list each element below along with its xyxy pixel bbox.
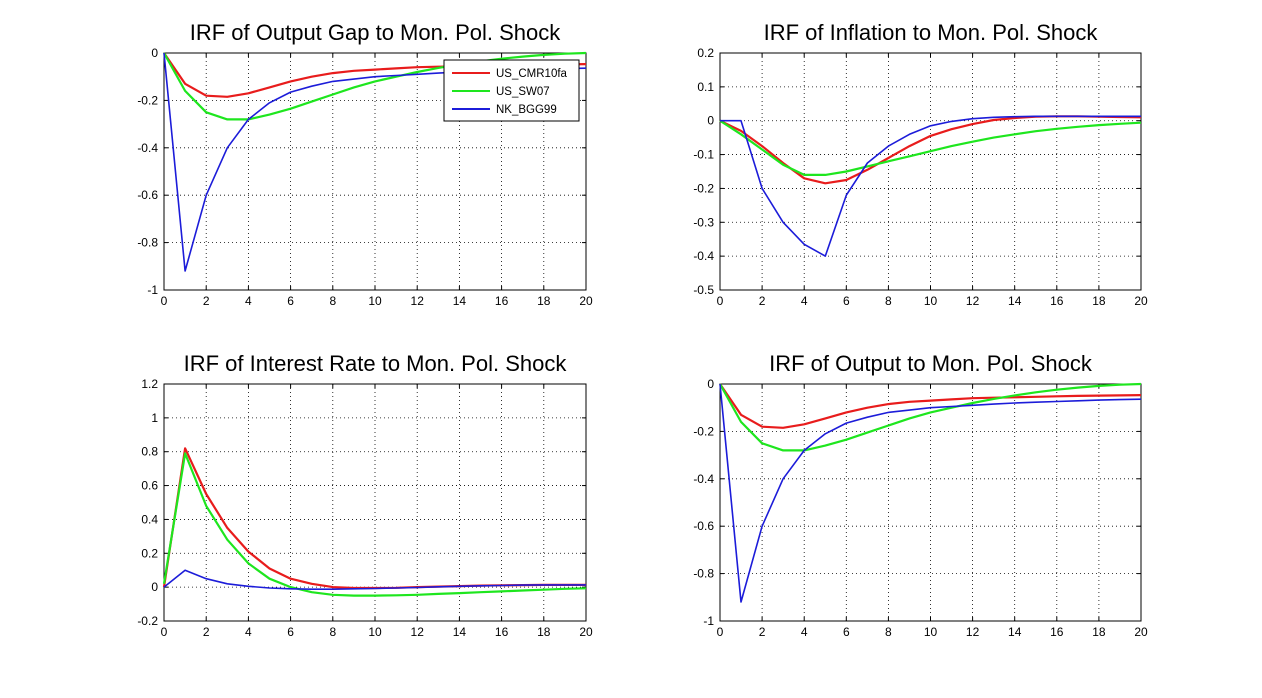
y-tick-label: -0.2 <box>693 181 714 195</box>
chart-title: IRF of Interest Rate to Mon. Pol. Shock <box>184 351 568 376</box>
y-tick-label: -0.2 <box>693 424 714 438</box>
series-line-nk-bgg99 <box>163 569 586 591</box>
x-tick-label: 6 <box>287 625 294 639</box>
y-tick-label: 0.1 <box>697 80 714 94</box>
x-tick-label: 8 <box>885 625 892 639</box>
x-tick-label: 10 <box>924 294 938 308</box>
x-tick-label: 8 <box>329 625 336 639</box>
y-tick-label: -0.4 <box>693 472 714 486</box>
y-tick-label: -0.8 <box>693 567 714 581</box>
y-tick-label: -0.8 <box>137 236 158 250</box>
y-tick-label: 1.2 <box>141 377 158 391</box>
series-line-nk-bgg99 <box>720 115 1141 257</box>
chart-panel-interest-rate: 0 2 4 6 8 10 12 14 16 18 201.210.80.60.40.20-0.2IR… <box>137 351 593 639</box>
x-tick-label: 6 <box>287 294 294 308</box>
legend: US_CMR10fa US_SW07 NK_BGG99 <box>443 59 580 122</box>
x-tick-label: 4 <box>801 625 808 639</box>
x-tick-label: 12 <box>966 294 980 308</box>
x-tick-label: 12 <box>411 625 425 639</box>
x-tick-label: 18 <box>1092 294 1106 308</box>
x-tick-label: 2 <box>203 625 210 639</box>
y-tick-label: -0.2 <box>137 614 158 628</box>
y-tick-label: -0.4 <box>693 249 714 263</box>
y-tick-label: -0.6 <box>693 519 714 533</box>
chart-title: IRF of Output to Mon. Pol. Shock <box>769 351 1093 376</box>
x-tick-label: 14 <box>453 625 467 639</box>
x-tick-label: 18 <box>537 625 551 639</box>
x-tick-label: 14 <box>1008 294 1022 308</box>
y-tick-label: -0.1 <box>693 148 714 162</box>
series-line-us-sw07 <box>163 51 587 121</box>
x-tick-label: 2 <box>759 294 766 308</box>
x-tick-label: 0 <box>161 294 168 308</box>
x-tick-label: 10 <box>924 625 938 639</box>
x-tick-label: 2 <box>203 294 210 308</box>
legend-label-us-sw07: US_SW07 <box>496 86 550 98</box>
x-tick-label: 4 <box>801 294 808 308</box>
legend-label-us-cmr10fa: US_CMR10fa <box>496 68 568 80</box>
y-tick-label: 0.2 <box>697 46 714 60</box>
y-tick-label: 0 <box>151 46 158 60</box>
y-tick-label: 1 <box>151 411 158 425</box>
series-line-nk-bgg99 <box>719 383 1142 603</box>
x-tick-label: 10 <box>368 294 382 308</box>
x-tick-label: 18 <box>1092 625 1106 639</box>
y-tick-label: 0.4 <box>141 512 158 526</box>
y-tick-label: 0.6 <box>141 479 158 493</box>
chart-title: IRF of Output Gap to Mon. Pol. Shock <box>190 20 562 45</box>
x-tick-label: 10 <box>368 625 382 639</box>
chart-title: IRF of Inflation to Mon. Pol. Shock <box>764 20 1099 45</box>
x-tick-label: 20 <box>1134 294 1148 308</box>
y-tick-label: -0.2 <box>137 93 158 107</box>
plot-area <box>719 383 1142 622</box>
y-tick-label: -1 <box>703 614 714 628</box>
x-tick-label: 20 <box>1134 625 1148 639</box>
y-tick-label: 0 <box>707 114 714 128</box>
x-tick-label: 12 <box>966 625 980 639</box>
chart-panel-inflation: 0 2 4 6 8 10 12 14 16 18 20 0.2 0.1 0 -0.1 -0.2 -0.3 -0.4… <box>693 20 1148 308</box>
chart-panel-output: 0 2 4 6 8 10 12 14 16 18 20 0 -0.2 -0.4 -0.6 -0.8 -1 IRF … <box>693 351 1148 639</box>
y-tick-label: -0.3 <box>693 215 714 229</box>
x-tick-label: 6 <box>843 294 850 308</box>
series-line-us-cmr10fa <box>719 383 1142 429</box>
x-tick-label: 8 <box>329 294 336 308</box>
chart-panel-output-gap: 0 2 4 6 8 10 12 14 16 18 20 0 -0.2 -0.4 -0.6 -0.8 -1 IRF … <box>137 20 593 308</box>
y-tick-label: 0.2 <box>141 546 158 560</box>
y-tick-label: -0.6 <box>137 188 158 202</box>
y-tick-label: 0 <box>707 377 714 391</box>
x-tick-label: 14 <box>453 294 467 308</box>
x-tick-label: 20 <box>579 294 593 308</box>
y-tick-label: -0.4 <box>137 141 158 155</box>
x-tick-label: 0 <box>717 625 724 639</box>
legend-label-nk-bgg99: NK_BGG99 <box>496 104 557 116</box>
x-tick-label: 18 <box>537 294 551 308</box>
plot-area <box>719 52 1142 291</box>
x-tick-label: 16 <box>1050 625 1064 639</box>
x-tick-label: 4 <box>245 625 252 639</box>
series-line-us-sw07 <box>719 382 1142 452</box>
x-tick-label: 8 <box>885 294 892 308</box>
x-tick-label: 12 <box>411 294 425 308</box>
x-tick-label: 20 <box>579 625 593 639</box>
x-tick-label: 16 <box>495 294 509 308</box>
y-tick-label: -1 <box>147 283 158 297</box>
x-tick-label: 0 <box>717 294 724 308</box>
x-tick-label: 6 <box>843 625 850 639</box>
y-tick-label: 0.8 <box>141 445 158 459</box>
plot-area <box>163 383 587 622</box>
x-tick-label: 14 <box>1008 625 1022 639</box>
x-tick-label: 4 <box>245 294 252 308</box>
x-tick-label: 0 <box>161 625 168 639</box>
x-tick-label: 16 <box>1050 294 1064 308</box>
x-tick-label: 2 <box>759 625 766 639</box>
series-line-us-sw07 <box>162 452 587 597</box>
x-tick-label: 16 <box>495 625 509 639</box>
series-line-us-sw07 <box>719 119 1142 176</box>
y-tick-label: -0.5 <box>693 283 714 297</box>
y-tick-label: 0 <box>151 580 158 594</box>
